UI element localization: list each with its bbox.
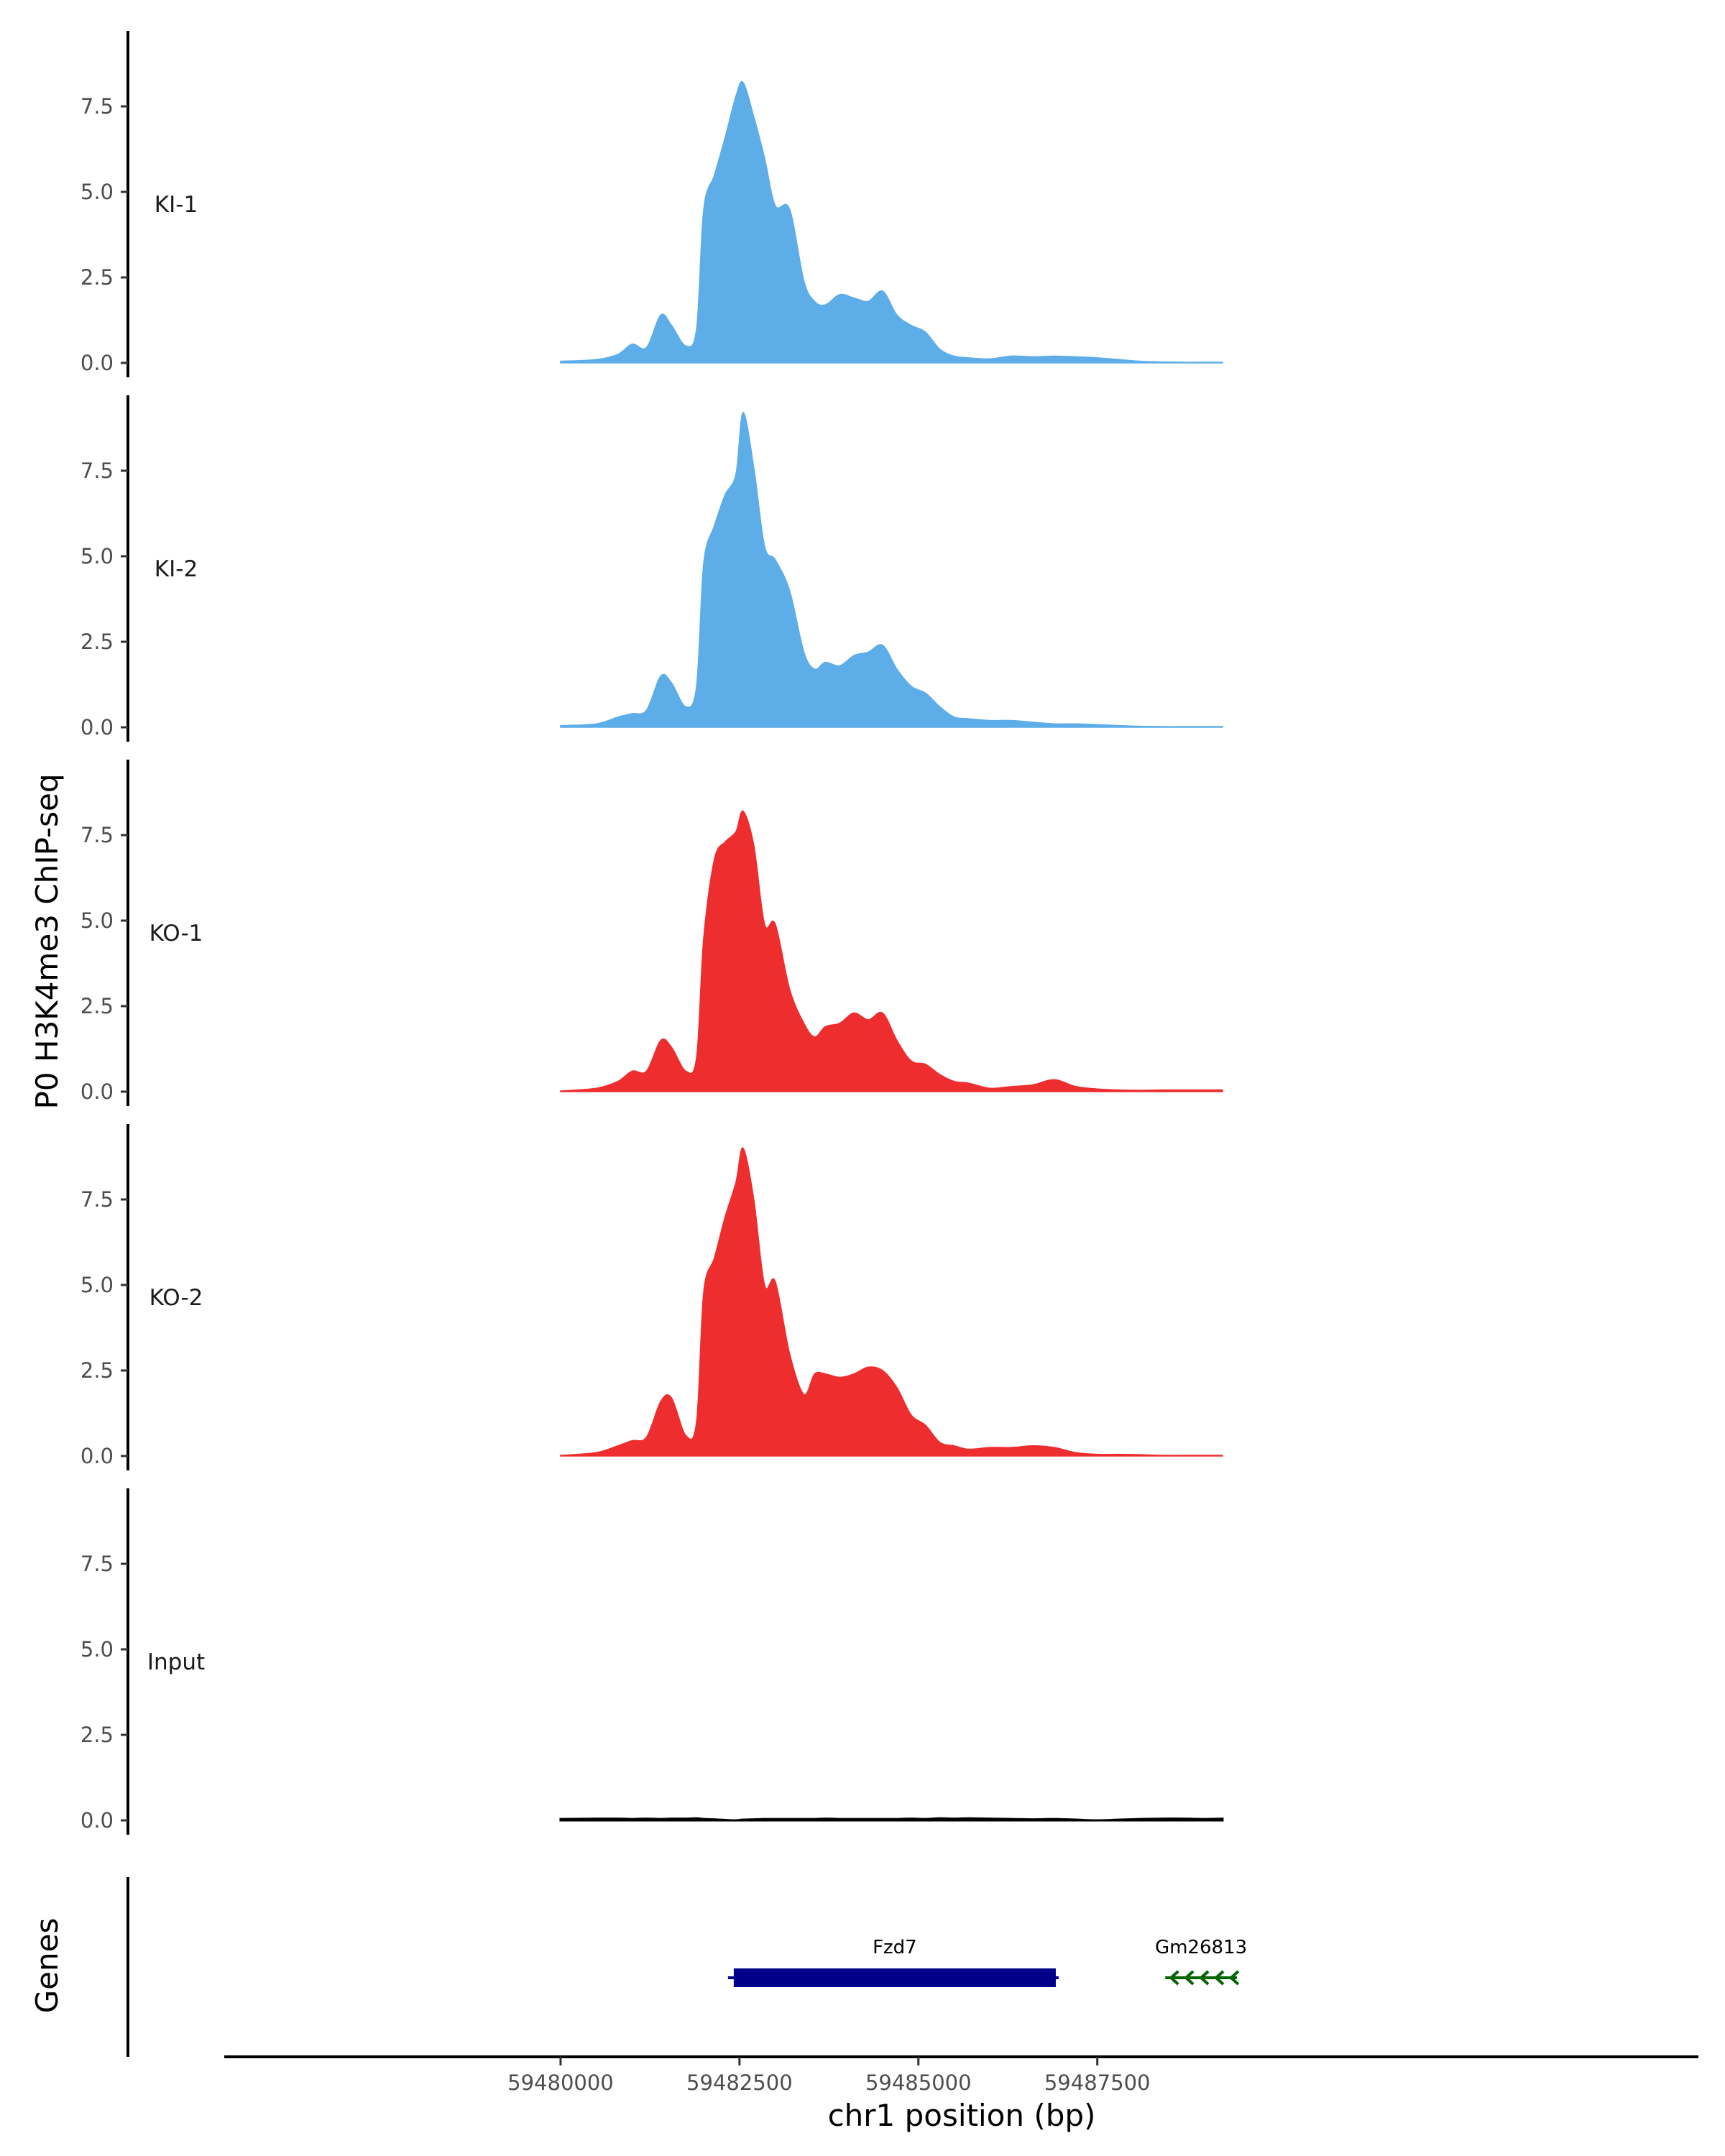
y-tick-label: 7.5	[80, 1187, 114, 1212]
y-tick-label: 7.5	[80, 459, 114, 483]
y-tick-label: 0.0	[80, 715, 114, 740]
y-tick-label: 2.5	[80, 1358, 114, 1383]
strand-arrow	[1228, 1970, 1240, 1986]
genes-track: Fzd7 Gm26813	[126, 1877, 1247, 2057]
track-ki-2: 0.0 2.5 5.0 7.5 KI-2	[80, 395, 1223, 742]
y-tick-label: 7.5	[80, 1552, 114, 1576]
x-tick-label: 59485000	[865, 2070, 972, 2095]
track-ki-1: 0.0 2.5 5.0 7.5 KI-1	[80, 31, 1223, 377]
coverage-area	[560, 80, 1223, 364]
y-tick-label: 2.5	[80, 1723, 114, 1747]
y-tick-label: 0.0	[80, 1808, 114, 1833]
y-axis-title: P0 H3K4me3 ChIP-seq	[29, 773, 65, 1109]
x-tick-label: 59482500	[686, 2070, 793, 2095]
gene-gm26813: Gm26813	[1155, 1937, 1247, 1986]
track-label: KO-2	[150, 1285, 203, 1311]
y-tick-label: 0.0	[80, 1079, 114, 1104]
strand-arrow	[1213, 1970, 1225, 1986]
y-tick-label: 5.0	[80, 1273, 114, 1297]
x-axis: 59480000 59482500 59485000 59487500	[224, 2055, 1698, 2095]
track-input: 0.0 2.5 5.0 7.5 Input	[80, 1488, 1224, 1835]
strand-arrow	[1199, 1970, 1210, 1986]
x-tick-label: 59480000	[507, 2070, 614, 2095]
coverage-area	[560, 810, 1223, 1092]
coverage-area	[559, 1817, 1224, 1822]
track-label: Input	[147, 1649, 205, 1675]
track-label: KI-2	[155, 556, 198, 582]
track-label: KO-1	[150, 921, 203, 946]
y-tick-label: 0.0	[80, 351, 114, 375]
coverage-area	[560, 412, 1223, 728]
gene-label: Fzd7	[873, 1937, 917, 1958]
y-tick-label: 0.0	[80, 1444, 114, 1468]
y-tick-label: 5.0	[80, 1637, 114, 1662]
coverage-area	[560, 1147, 1223, 1457]
y-tick-label: 5.0	[80, 908, 114, 933]
y-tick-label: 5.0	[80, 180, 114, 204]
strand-arrow	[1169, 1970, 1179, 1986]
tracks-layer: 0.0 2.5 5.0 7.5 KI-1 0.0 2.5 5.0 7.5 KI-2 0.0 2.5 5.…	[80, 31, 1224, 1835]
x-tick-label: 59487500	[1044, 2070, 1151, 2095]
track-ko-2: 0.0 2.5 5.0 7.5 KO-2	[80, 1124, 1223, 1470]
gene-label: Gm26813	[1155, 1937, 1247, 1958]
y-tick-label: 2.5	[80, 265, 114, 290]
y-tick-label: 7.5	[80, 94, 114, 119]
y-tick-label: 5.0	[80, 544, 114, 568]
track-label: KI-1	[155, 192, 198, 218]
x-axis-title: chr1 position (bp)	[828, 2098, 1096, 2133]
y-tick-label: 2.5	[80, 630, 114, 654]
y-tick-label: 7.5	[80, 823, 114, 847]
y-tick-label: 2.5	[80, 994, 114, 1018]
strand-arrow	[1184, 1970, 1195, 1986]
gene-body	[733, 1968, 1056, 1987]
genes-axis-title: Genes	[29, 1918, 65, 2014]
gene-fzd7: Fzd7	[727, 1937, 1059, 1987]
track-ko-1: 0.0 2.5 5.0 7.5 KO-1	[80, 760, 1223, 1106]
